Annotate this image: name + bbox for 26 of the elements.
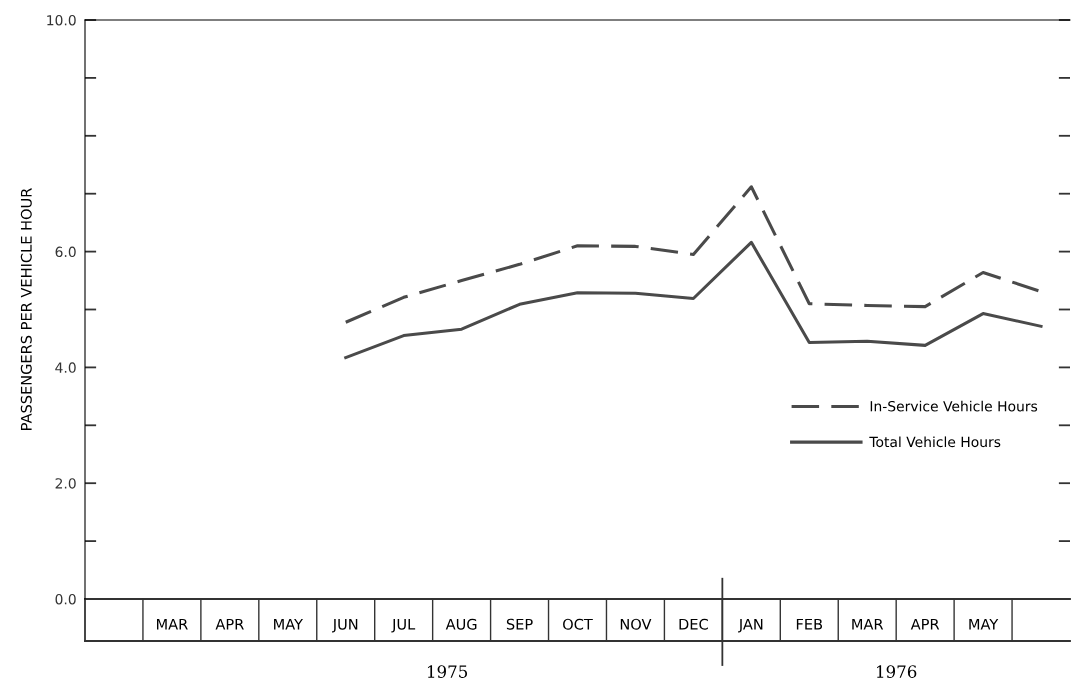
y-tick-label: 0.0 — [55, 593, 76, 605]
x-tick-label: JUL — [391, 618, 416, 633]
x-tick-label: DEC — [679, 618, 708, 630]
line-series — [344, 240, 1043, 360]
x-tick-label: MAR — [852, 618, 884, 630]
x-tick-label: MAY — [274, 618, 303, 630]
x-tick-label: MAR — [157, 618, 188, 630]
y-axis-title: PASSENGERS PER VEHICLE HOUR — [20, 188, 32, 430]
x-tick-label: SEP — [506, 618, 533, 630]
y-tick-label: 10.0 — [47, 14, 76, 26]
legend-label: In-Service Vehicle Hours — [870, 400, 1038, 412]
x-tick-label: JAN — [738, 618, 763, 633]
x-tick-label: APR — [215, 618, 244, 630]
x-tick-label: AUG — [445, 618, 477, 630]
x-tick-label: APR — [910, 618, 940, 630]
legend-label: Total Vehicle Hours — [869, 436, 1001, 448]
x-tick-label: OCT — [563, 618, 593, 630]
x-tick-label: JUN — [332, 618, 358, 633]
text: 1975 — [427, 665, 468, 678]
y-tick-label: 2.0 — [55, 478, 76, 489]
y-tick-label: 6.0 — [55, 246, 76, 258]
x-tick-label: MAY — [969, 618, 999, 630]
x-tick-label: NOV — [620, 618, 652, 630]
text: 1976 — [877, 665, 917, 678]
y-tick-label: 4.0 — [55, 362, 76, 373]
x-tick-label: FEB — [796, 618, 823, 630]
